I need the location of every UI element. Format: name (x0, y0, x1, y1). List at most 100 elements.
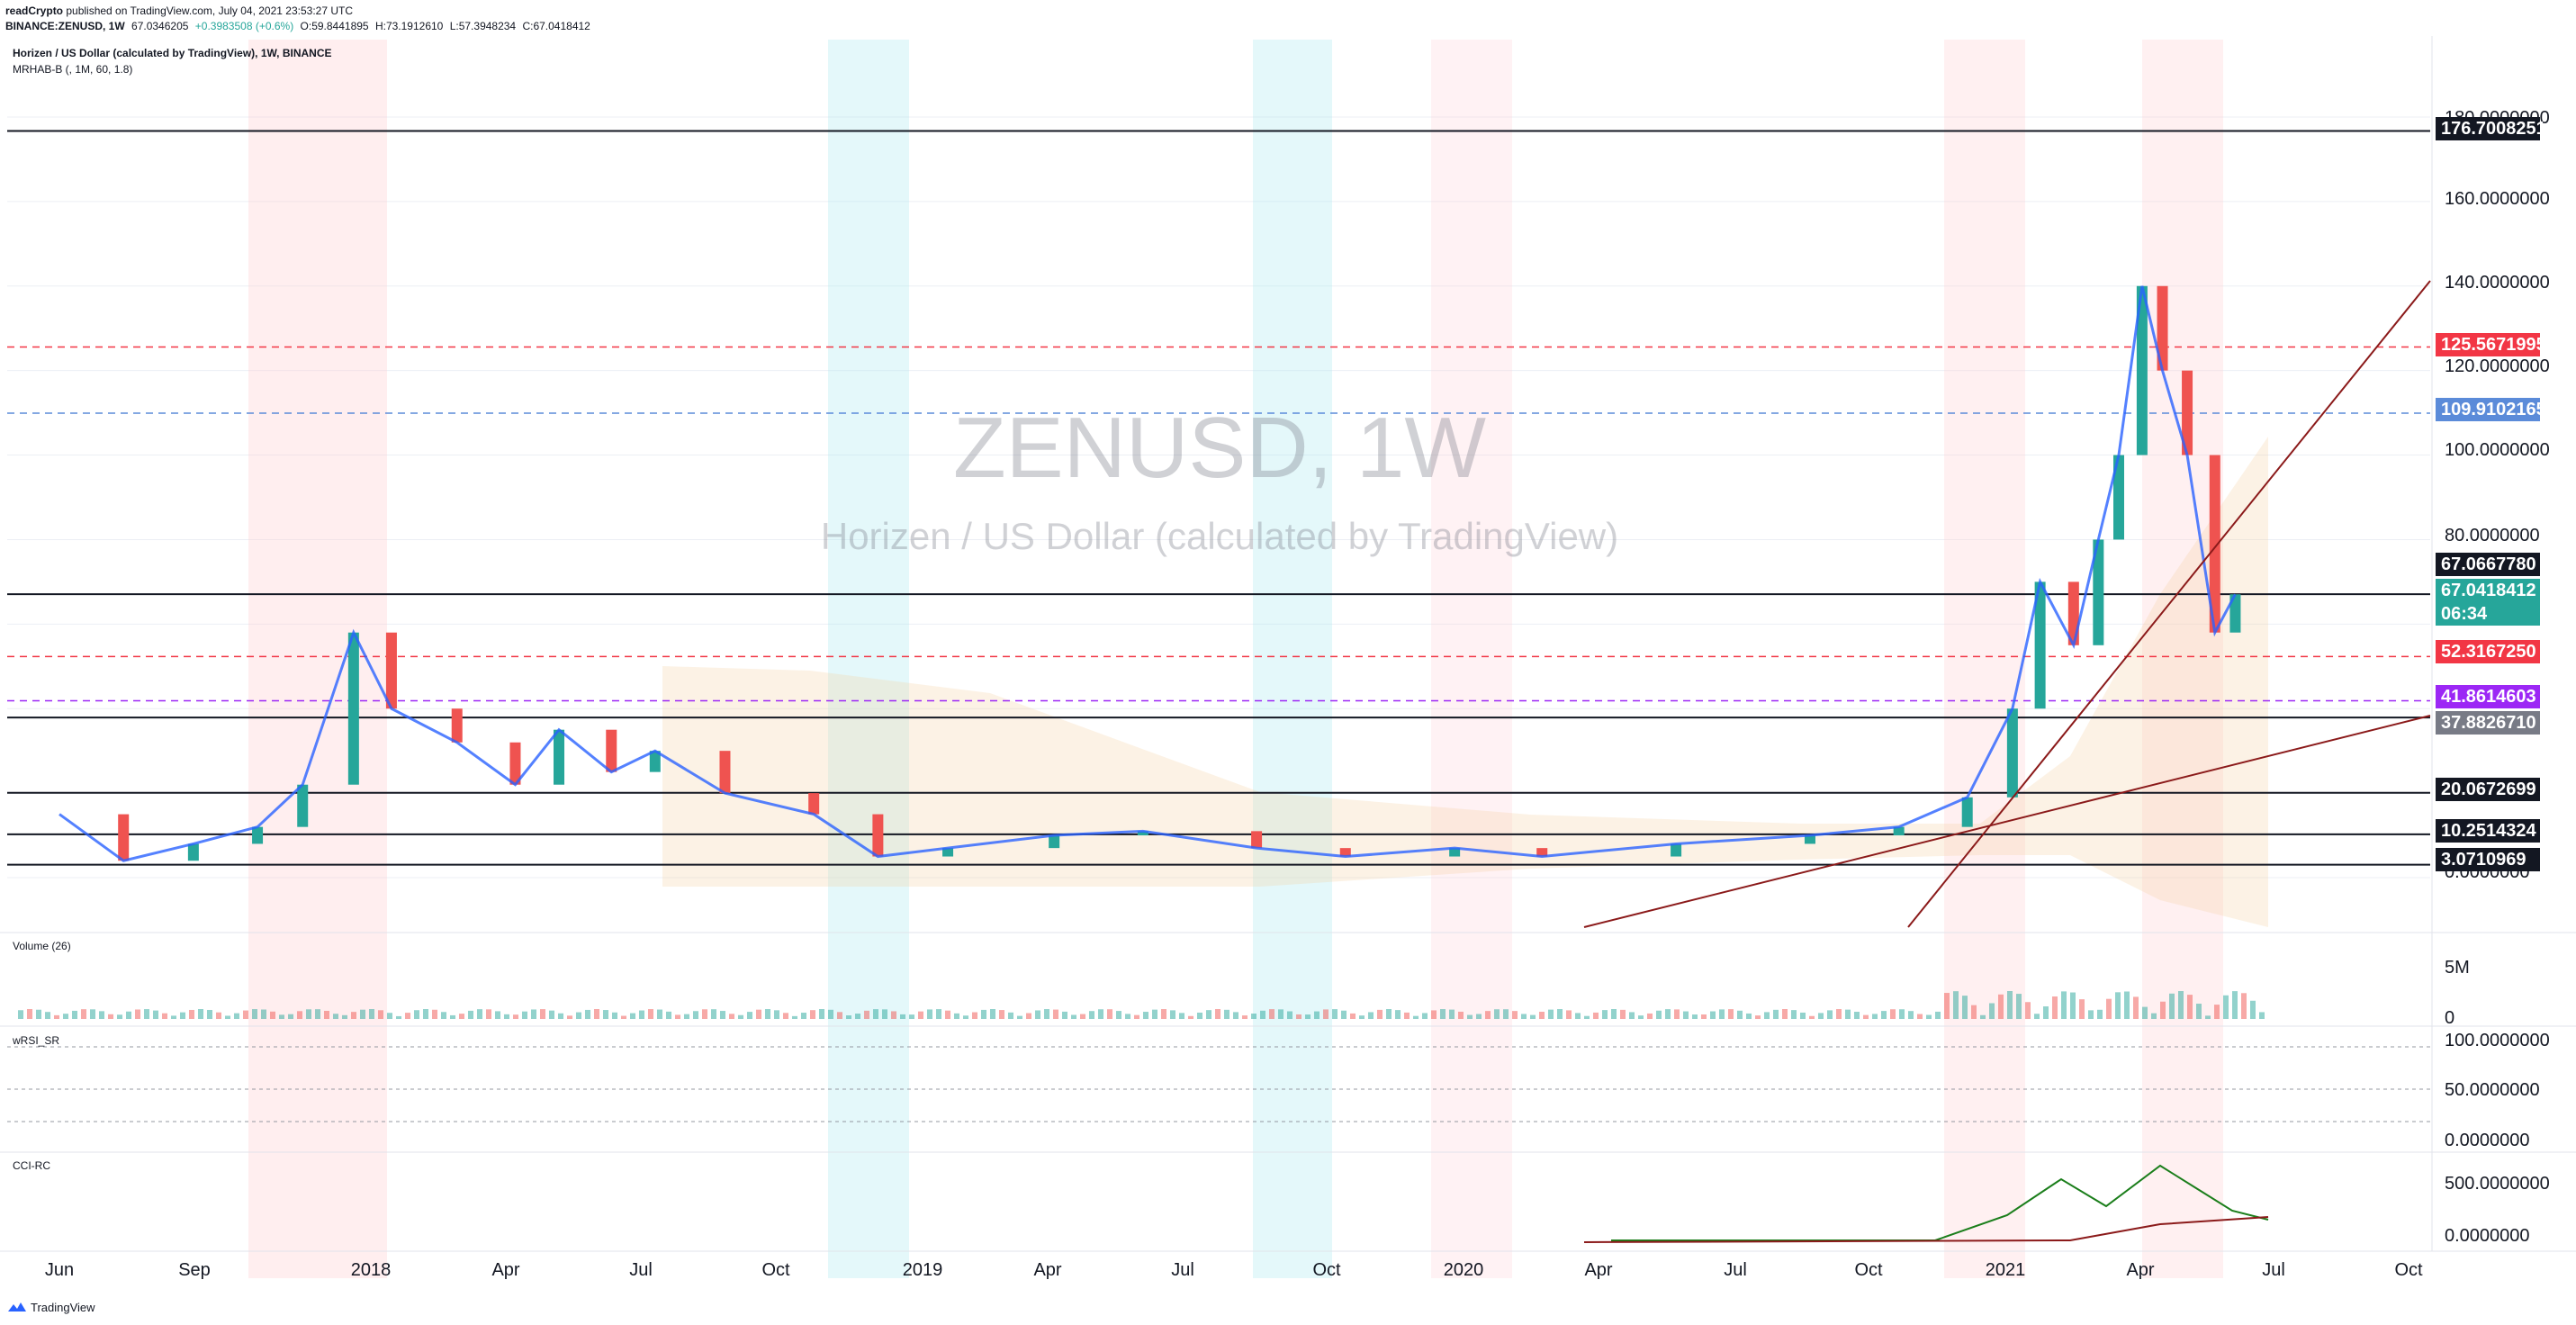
volume-bar (2052, 996, 2058, 1019)
volume-bar (477, 1009, 482, 1019)
rsi-tick: 50.0000000 (2445, 1080, 2540, 1100)
candle (347, 632, 359, 785)
volume-bar (243, 1010, 248, 1019)
volume-bar (117, 1014, 122, 1019)
volume-bar (126, 1011, 131, 1019)
candle (606, 729, 617, 772)
volume-bar (1116, 1011, 1121, 1019)
volume-bar (162, 1013, 167, 1019)
legend-indicator[interactable]: MRHAB-B (, 1M, 60, 1.8) (13, 63, 133, 76)
volume-bar (261, 1009, 266, 1019)
signal-band (248, 40, 387, 1278)
volume-bar (1233, 1012, 1238, 1019)
volume-bar (2151, 1013, 2157, 1019)
volume-bar (1710, 1011, 1716, 1019)
volume-bar (1476, 1014, 1482, 1019)
volume-bar (927, 1009, 932, 1019)
volume-bar (657, 1009, 662, 1019)
volume-bar (504, 1014, 509, 1019)
volume-bar (693, 1011, 698, 1019)
x-tick: Jul (1171, 1260, 1194, 1280)
y-tick: 160.0000000 (2445, 189, 2550, 209)
volume-bar (909, 1014, 914, 1019)
volume-bar (765, 1009, 770, 1019)
volume-bar (954, 1013, 959, 1019)
signal-band (1431, 40, 1512, 1278)
volume-bar (1062, 1011, 1067, 1019)
volume-bar (1764, 1012, 1770, 1019)
y-tick: 140.0000000 (2445, 273, 2550, 293)
volume-bar (864, 1010, 869, 1019)
volume-bar (1575, 1013, 1581, 1019)
cci-tick: 500.0000000 (2445, 1174, 2550, 1194)
candle (2112, 455, 2124, 540)
volume-bar (945, 1010, 950, 1019)
price-badge: 125.5671995 (2436, 333, 2546, 356)
candle (2093, 539, 2104, 645)
volume-bar (207, 1009, 212, 1019)
volume-bar (2160, 1001, 2166, 1019)
volume-bar (1530, 1014, 1536, 1019)
signal-band (1253, 40, 1332, 1278)
volume-pane-label[interactable]: Volume (26) (13, 940, 71, 952)
candle (1804, 835, 1815, 844)
rsi-pane-label[interactable]: wRSI_SR (13, 1034, 60, 1047)
candle (187, 843, 199, 861)
volume-bar (1917, 1014, 1923, 1019)
volume-bar (702, 1009, 707, 1019)
volume-bar (1800, 1012, 1806, 1019)
volume-bar (459, 1014, 464, 1019)
volume-bar (1161, 1009, 1166, 1019)
cci-tick: 0.0000000 (2445, 1226, 2530, 1246)
volume-bar (1188, 1015, 1193, 1019)
volume-bar (288, 1014, 293, 1019)
volume-bar (1953, 991, 1959, 1019)
publish-info: readCrypto published on TradingView.com,… (5, 5, 353, 17)
volume-bar (2259, 1012, 2265, 1019)
volume-bar (1197, 1012, 1202, 1019)
volume-bar (1602, 1010, 1608, 1019)
price-badge: 176.7008251 (2436, 117, 2546, 140)
volume-bar (1026, 1013, 1031, 1019)
volume-bar (558, 1013, 563, 1019)
price-badge: 3.0710969 (2436, 848, 2540, 871)
volume-bar (72, 1010, 77, 1019)
candle (2209, 455, 2220, 633)
volume-bar (405, 1013, 410, 1019)
candle (1251, 831, 1263, 849)
volume-bar (2115, 992, 2121, 1019)
volume-bar (2142, 1006, 2148, 1019)
candle (2136, 285, 2148, 455)
volume-bar (837, 1012, 842, 1019)
volume-bar (999, 1010, 1004, 1019)
volume-bar (18, 1010, 23, 1019)
volume-bar (738, 1014, 743, 1019)
price-badge: 52.3167250 (2436, 640, 2540, 663)
chart-header: readCrypto published on TradingView.com,… (0, 0, 2576, 36)
volume-bar (1728, 1009, 1734, 1019)
volume-bar (225, 1015, 230, 1019)
volume-bar (144, 1009, 149, 1019)
volume-bar (900, 1014, 905, 1019)
volume-bar (2241, 993, 2247, 1019)
signal-band (1944, 40, 2025, 1278)
volume-bar (495, 1011, 500, 1019)
footer-brand[interactable]: TradingView (31, 1301, 95, 1314)
volume-bar (1539, 1011, 1545, 1019)
symbol-line: BINANCE:ZENUSD, 1W (5, 20, 125, 32)
volume-bar (171, 1015, 176, 1019)
volume-bar (468, 1010, 473, 1019)
volume-bar (1152, 1009, 1157, 1019)
publisher-name[interactable]: readCrypto (5, 5, 64, 17)
volume-bar (1899, 1009, 1905, 1019)
cci-pane-label[interactable]: CCI-RC (13, 1159, 50, 1172)
volume-bar (1323, 1009, 1329, 1019)
volume-bar (540, 1009, 545, 1019)
volume-bar (1908, 1011, 1914, 1019)
signal-band (2142, 40, 2223, 1278)
volume-bar (2070, 992, 2076, 1019)
volume-bar (189, 1009, 194, 1019)
volume-bar (1989, 1003, 1995, 1019)
candle (719, 751, 731, 794)
